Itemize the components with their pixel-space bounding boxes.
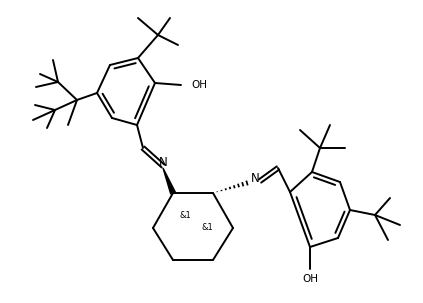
Text: &1: &1: [201, 224, 213, 232]
Text: &1: &1: [179, 211, 191, 219]
Text: N: N: [159, 157, 168, 169]
Polygon shape: [163, 168, 175, 194]
Text: OH: OH: [302, 274, 318, 284]
Text: OH: OH: [191, 80, 207, 90]
Text: N: N: [250, 172, 259, 185]
